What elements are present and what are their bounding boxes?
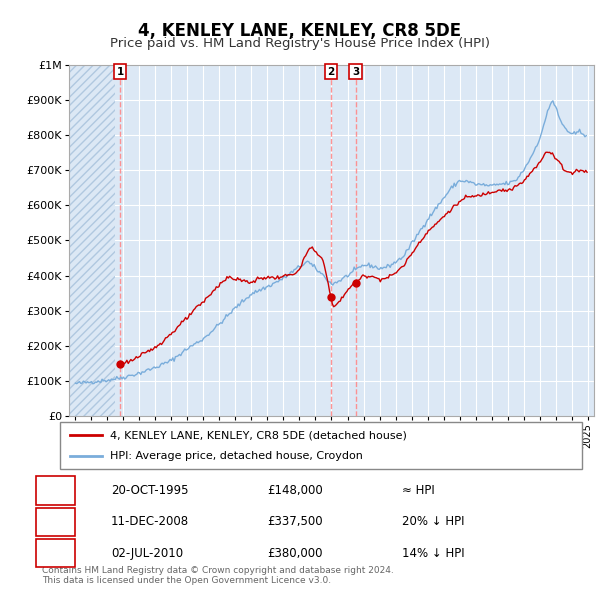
Text: 20% ↓ HPI: 20% ↓ HPI — [402, 515, 464, 529]
Text: Contains HM Land Registry data © Crown copyright and database right 2024.
This d: Contains HM Land Registry data © Crown c… — [42, 566, 394, 585]
Text: 2: 2 — [52, 515, 59, 529]
Text: £148,000: £148,000 — [267, 484, 323, 497]
Text: 2: 2 — [327, 67, 334, 77]
Text: 02-JUL-2010: 02-JUL-2010 — [111, 546, 183, 560]
Text: £380,000: £380,000 — [267, 546, 323, 560]
Text: 14% ↓ HPI: 14% ↓ HPI — [402, 546, 464, 560]
Text: 3: 3 — [52, 546, 59, 560]
Text: 11-DEC-2008: 11-DEC-2008 — [111, 515, 189, 529]
Text: 4, KENLEY LANE, KENLEY, CR8 5DE (detached house): 4, KENLEY LANE, KENLEY, CR8 5DE (detache… — [110, 430, 406, 440]
Text: 3: 3 — [352, 67, 359, 77]
Bar — [69, 65, 115, 416]
Text: Price paid vs. HM Land Registry's House Price Index (HPI): Price paid vs. HM Land Registry's House … — [110, 37, 490, 50]
Text: 1: 1 — [116, 67, 124, 77]
Text: £337,500: £337,500 — [267, 515, 323, 529]
Text: 4, KENLEY LANE, KENLEY, CR8 5DE: 4, KENLEY LANE, KENLEY, CR8 5DE — [139, 22, 461, 41]
Text: ≈ HPI: ≈ HPI — [402, 484, 435, 497]
Text: 20-OCT-1995: 20-OCT-1995 — [111, 484, 188, 497]
Text: 1: 1 — [52, 484, 59, 497]
Text: HPI: Average price, detached house, Croydon: HPI: Average price, detached house, Croy… — [110, 451, 362, 461]
